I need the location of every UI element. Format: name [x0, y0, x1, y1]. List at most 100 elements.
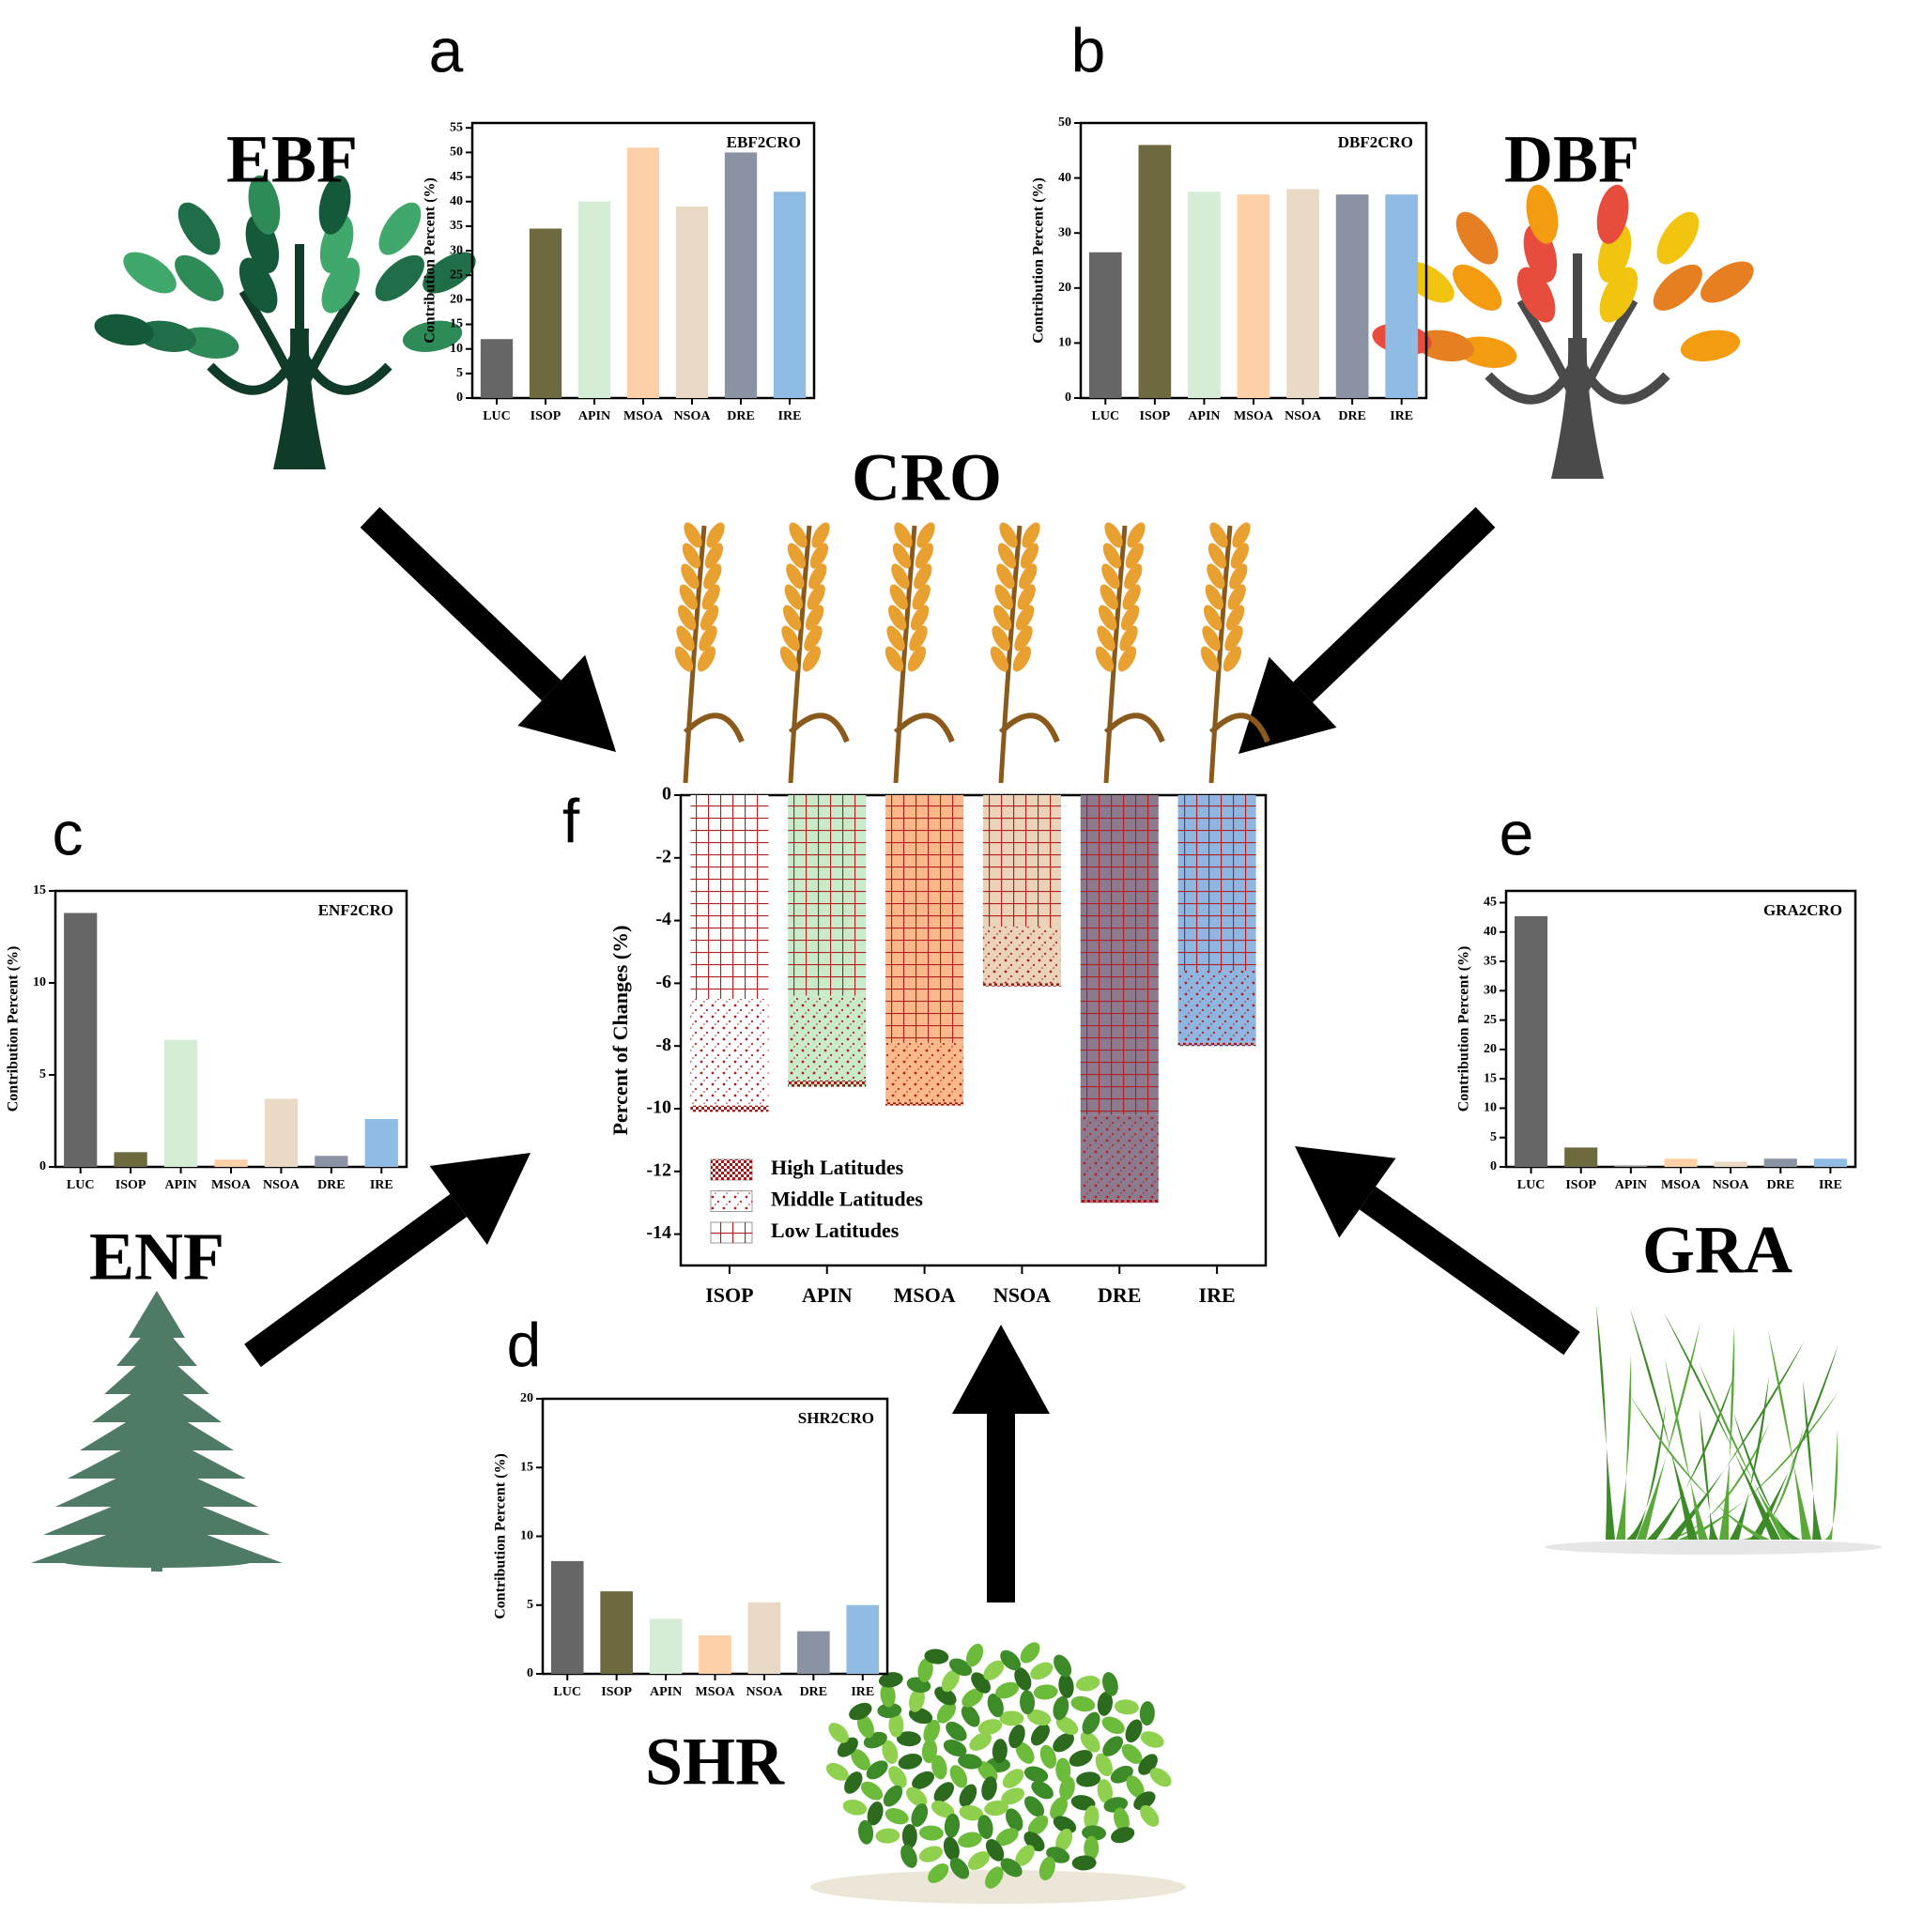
illustration-part [804, 625, 823, 652]
illustration-part [1053, 1816, 1077, 1833]
illustration-part [784, 584, 803, 610]
illustration-part [1053, 1733, 1074, 1753]
bar [1385, 194, 1419, 398]
illustration-part [1020, 1690, 1036, 1715]
illustration-part [683, 525, 707, 784]
illustration-part [1014, 1667, 1032, 1691]
illustration-part [123, 252, 177, 294]
x-tick-label: IRE [1199, 1283, 1236, 1307]
source-label: GRA [1642, 1213, 1792, 1288]
illustration-part [931, 1801, 955, 1818]
illustration-part [894, 522, 913, 548]
illustration-part [1127, 522, 1146, 548]
illustration-part [1050, 1797, 1068, 1820]
illustration-part [1140, 1804, 1160, 1827]
bar [214, 1159, 248, 1167]
y-axis-label: Percent of Changes (%) [608, 926, 632, 1136]
illustration-part [782, 605, 802, 631]
target-label: CRO [852, 440, 1002, 515]
bar [724, 152, 758, 398]
illustration-part [1485, 354, 1582, 405]
illustration-part [1104, 522, 1123, 548]
illustration-part [961, 1705, 980, 1727]
illustration-part [992, 605, 1012, 631]
illustration-part [912, 1771, 935, 1789]
illustration-part [1230, 543, 1250, 569]
illustration-part [1573, 298, 1638, 406]
x-tick-label: IRE [851, 1685, 874, 1699]
illustration-part [1053, 1695, 1069, 1721]
illustration-part [295, 288, 361, 397]
segment-hatch [1080, 1199, 1159, 1204]
illustration-part [977, 1815, 993, 1840]
y-tick-label: 0 [527, 1666, 533, 1680]
illustration-part [1023, 1766, 1049, 1783]
illustration-part [1076, 1771, 1101, 1787]
illustration-part [1082, 1825, 1107, 1841]
y-tick-label: 20 [520, 1391, 533, 1405]
illustration-part [948, 1658, 973, 1677]
panel-letter: d [507, 1310, 542, 1379]
bar [1714, 1161, 1747, 1167]
y-tick-label: -14 [646, 1222, 671, 1243]
chart-title: EBF2CRO [727, 133, 801, 151]
plot-frame [679, 793, 1268, 1267]
illustration-part [674, 646, 694, 672]
illustration-part [983, 1660, 1005, 1680]
illustration-part [1015, 605, 1035, 631]
y-tick-label: 45 [450, 170, 463, 184]
illustration-part [1097, 625, 1115, 652]
illustration-part [912, 584, 931, 610]
illustration-part [898, 1753, 923, 1770]
arrow-head [429, 1153, 531, 1246]
illustration-part [1008, 1725, 1025, 1749]
illustration-part [1103, 713, 1165, 744]
illustration-part [321, 257, 361, 314]
illustration-part [1664, 1312, 1780, 1540]
illustration-part [944, 1813, 961, 1838]
illustration-part [1000, 1858, 1023, 1878]
x-tick-label: IRE [1819, 1178, 1842, 1192]
source-label: SHR [645, 1725, 785, 1800]
illustration-part [1069, 1750, 1093, 1767]
x-tick-label: ISOP [115, 1178, 146, 1192]
illustration-part [911, 1803, 929, 1827]
illustration-part [1637, 1323, 1700, 1540]
illustration-part [877, 1702, 902, 1719]
x-tick-label: DRE [1338, 409, 1366, 423]
y-axis-label: Contribution Percent (%) [1031, 177, 1047, 344]
illustration-part [1030, 1724, 1050, 1746]
illustration-part [423, 252, 476, 294]
illustration-part [1149, 1768, 1172, 1787]
y-tick-label: -2 [655, 846, 671, 866]
panel-letter: c [53, 798, 84, 867]
bar [480, 339, 514, 398]
illustration-part [1125, 543, 1145, 569]
illustration-part [883, 1785, 903, 1807]
illustration-part [1070, 1795, 1096, 1811]
illustration-part [867, 1802, 884, 1826]
illustration-part [959, 1805, 984, 1821]
illustration-part [1002, 1769, 1024, 1788]
y-tick-label: 15 [520, 1460, 533, 1474]
illustration-part [318, 175, 351, 235]
illustration-part [1545, 1540, 1883, 1555]
illustration-part [918, 1825, 944, 1841]
illustration-part [995, 1681, 1020, 1699]
illustration-part [994, 584, 1013, 610]
illustration-part [43, 1488, 270, 1535]
panel-letter: f [562, 786, 580, 855]
illustration-part [914, 563, 932, 590]
illustration-part [1680, 330, 1741, 362]
illustration-part [1055, 1757, 1071, 1783]
illustration-part [1033, 1684, 1058, 1700]
bar [1335, 194, 1369, 398]
y-tick-label: 5 [1490, 1130, 1497, 1144]
illustration-part [1101, 1716, 1125, 1735]
y-tick-label: 0 [662, 784, 671, 805]
y-tick-label: 35 [450, 219, 463, 233]
illustration-part [909, 625, 928, 652]
x-tick-label: LUC [1517, 1178, 1546, 1192]
illustration-part [1596, 184, 1629, 244]
illustration-part [885, 1808, 909, 1825]
